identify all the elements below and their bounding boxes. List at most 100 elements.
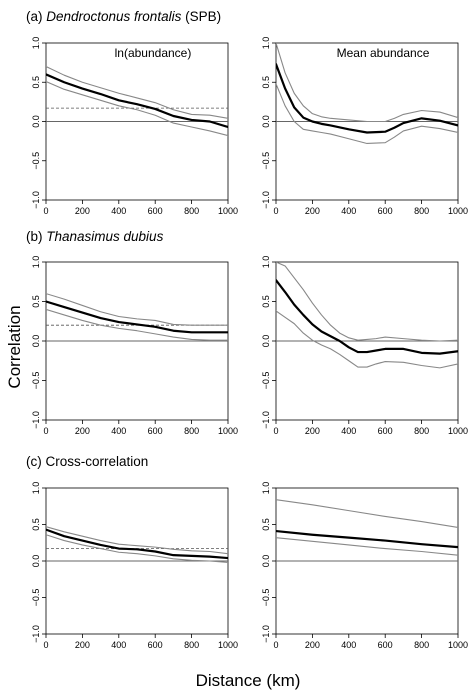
estimate-line [276,529,458,549]
y-tick-label: 1.0 [261,256,271,269]
y-tick-label: 0.0 [261,115,271,128]
x-tick-label: 0 [273,426,278,436]
y-tick-label: 0.0 [31,555,41,568]
y-tick-label: 0.5 [261,76,271,89]
row-title-b: (b) Thanasimus dubius [26,229,164,244]
y-tick-label: 0.0 [31,115,41,128]
x-tick-label: 0 [43,426,48,436]
x-tick-label: 1000 [218,426,238,436]
ci-upper-line [276,499,458,528]
y-tick-label: 0.0 [261,555,271,568]
ci-lower-line [46,80,228,137]
y-tick-label: −0.5 [31,152,41,170]
x-tick-label: 400 [111,640,126,650]
x-tick-label: 600 [378,640,393,650]
x-tick-label: 200 [75,206,90,216]
y-tick-label: 0.5 [31,76,41,89]
x-tick-label: 1000 [448,206,468,216]
panel-a-left: 0 200 400 600 800 1000 −1.0 −0.5 0.0 0.5 1.0 ln(abu… [31,37,238,216]
x-tick-label: 200 [75,640,90,650]
row-title-c-prefix: (c) Cross-correlation [26,454,148,469]
y-tick-label: 0.5 [31,518,41,531]
panel-label: ln(abundance) [115,46,192,60]
y-tick-label: 1.0 [31,482,41,495]
x-tick-label: 800 [414,426,429,436]
row-title-a-prefix: (a) [26,9,46,24]
row-title-a: (a) Dendroctonus frontalis (SPB) [26,9,221,24]
x-tick-label: 1000 [218,206,238,216]
x-tick-label: 800 [184,426,199,436]
y-tick-label: −1.0 [261,411,271,429]
ci-upper-line [46,293,228,326]
x-tick-label: 0 [273,206,278,216]
x-tick-label: 0 [43,640,48,650]
estimate-line [46,73,228,129]
estimate-line [276,63,458,134]
panel-a-right: 0 200 400 600 800 1000 −1.0 −0.5 0.0 0.5 1.0 Mean a… [261,37,468,216]
y-tick-label: 1.0 [261,482,271,495]
x-tick-label: 400 [341,206,356,216]
x-tick-label: 400 [111,206,126,216]
x-tick-label: 800 [414,206,429,216]
x-tick-label: 200 [305,640,320,650]
x-tick-label: 600 [378,426,393,436]
y-tick-label: −0.5 [31,372,41,390]
y-tick-label: 0.5 [261,518,271,531]
y-tick-label: 0.0 [261,335,271,348]
row-title-a-species: Dendroctonus frontalis [46,9,181,24]
plot-area [276,499,458,562]
x-tick-label: 800 [184,640,199,650]
plot-area [276,262,458,369]
x-tick-label: 600 [148,640,163,650]
x-axis-title: Distance (km) [196,671,301,690]
y-tick-label: −0.5 [261,372,271,390]
x-tick-label: 1000 [448,426,468,436]
x-tick-label: 600 [148,426,163,436]
y-tick-label: −1.0 [261,191,271,209]
ci-lower-line [276,310,458,369]
ci-upper-line [276,262,458,342]
panel-label: Mean abundance [337,46,430,60]
estimate-line [46,528,228,560]
y-tick-label: −1.0 [31,411,41,429]
y-tick-label: 0.0 [31,335,41,348]
x-tick-label: 1000 [218,640,238,650]
row-title-b-prefix: (b) [26,229,46,244]
x-tick-label: 200 [305,426,320,436]
x-tick-label: 200 [305,206,320,216]
y-tick-label: 0.5 [261,295,271,308]
y-tick-label: 1.0 [31,256,41,269]
ci-lower-line [276,537,458,556]
y-tick-label: −1.0 [31,625,41,643]
y-tick-label: 1.0 [261,37,271,50]
ci-upper-line [46,526,228,555]
x-tick-label: 800 [184,206,199,216]
x-tick-label: 200 [75,426,90,436]
y-tick-label: 1.0 [31,37,41,50]
x-tick-label: 800 [414,640,429,650]
x-tick-label: 600 [378,206,393,216]
panel-c-left: 0 200 400 600 800 1000 −1.0 −0.5 0.0 0.5 1.0 [31,482,238,650]
x-tick-label: 400 [341,426,356,436]
x-tick-label: 1000 [448,640,468,650]
x-tick-label: 0 [43,206,48,216]
y-axis-title: Correlation [5,305,24,388]
y-tick-label: −1.0 [261,625,271,643]
ci-upper-line [46,66,228,119]
panel-b-right: 0 200 400 600 800 1000 −1.0 −0.5 0.0 0.5 1.0 [261,256,468,436]
plot-area [46,293,228,342]
x-tick-label: 400 [111,426,126,436]
ci-upper-line [276,43,458,123]
y-tick-label: −1.0 [31,191,41,209]
x-tick-label: 0 [273,640,278,650]
ci-lower-line [46,308,228,341]
row-title-c: (c) Cross-correlation [26,454,148,469]
plot-area [46,526,228,564]
y-tick-label: −0.5 [261,152,271,170]
plot-area [46,66,228,137]
y-tick-label: −0.5 [31,589,41,607]
y-tick-label: −0.5 [261,589,271,607]
panel-b-left: 0 200 400 600 800 1000 −1.0 −0.5 0.0 0.5 1.0 [31,256,238,436]
row-title-b-species: Thanasimus dubius [46,229,163,244]
